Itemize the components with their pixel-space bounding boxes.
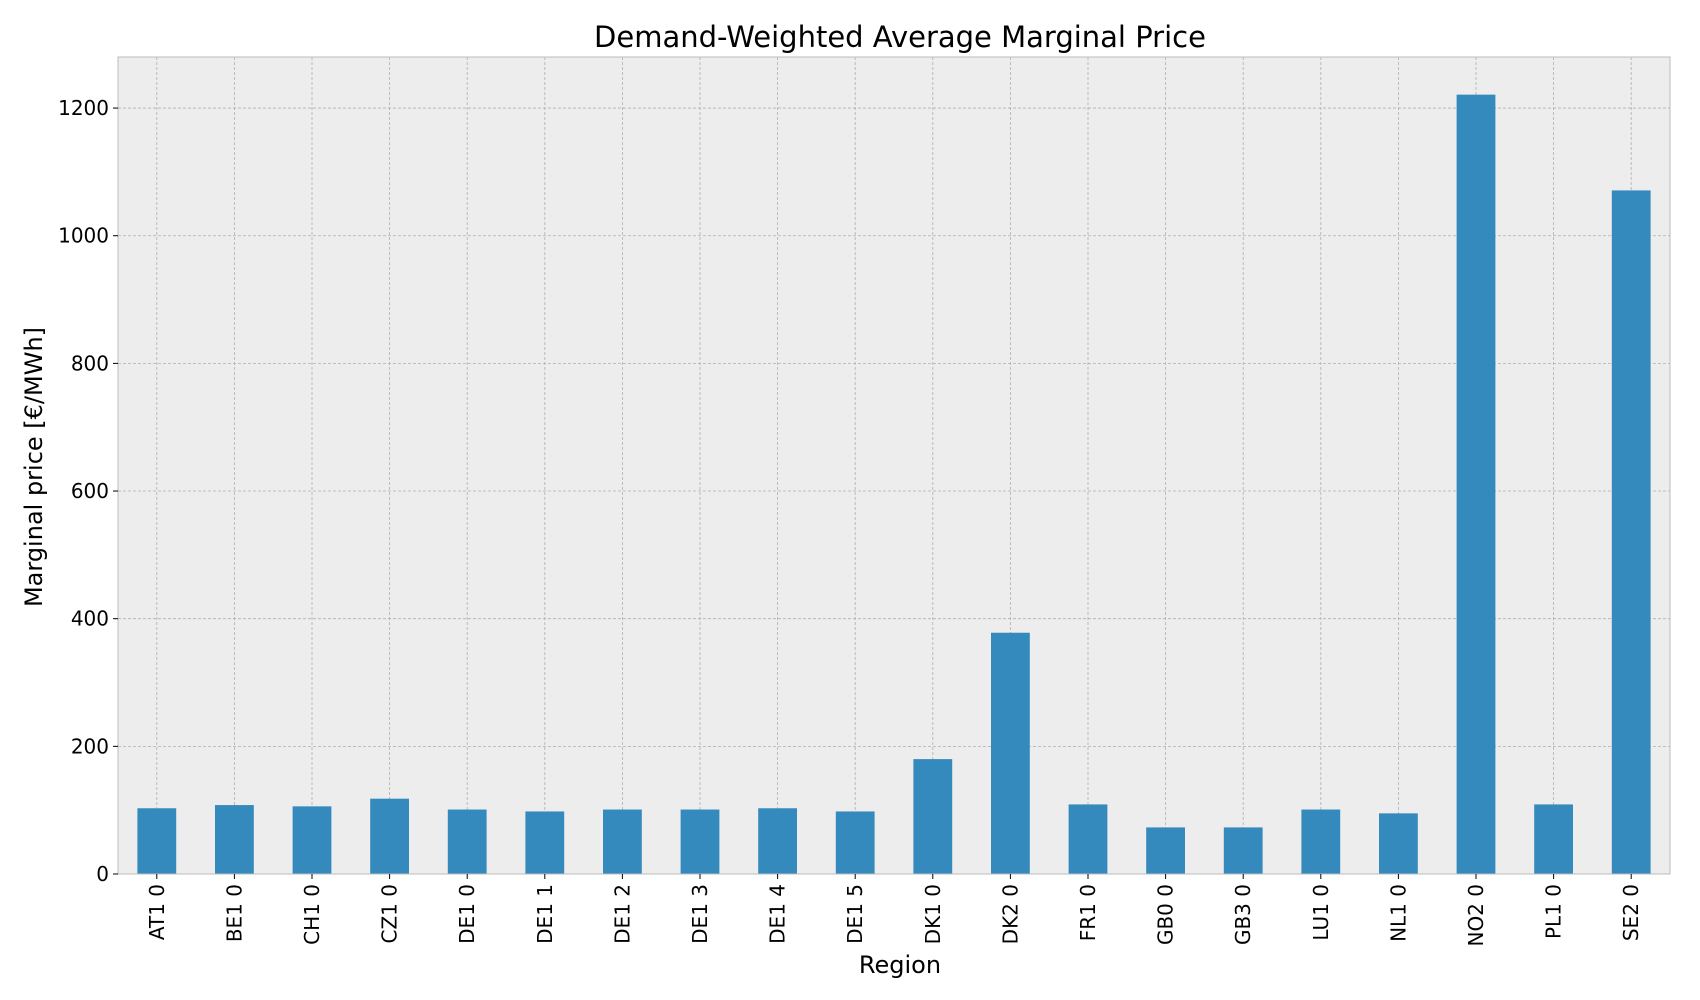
x-tick-label: BE1 0 <box>222 884 246 942</box>
x-tick-label: DE1 1 <box>533 884 557 944</box>
x-tick-label: DE1 0 <box>455 884 479 944</box>
x-tick-label: PL1 0 <box>1542 884 1566 939</box>
bar <box>1223 827 1263 874</box>
x-tick-label: NO2 0 <box>1464 884 1488 947</box>
chart-title: Demand-Weighted Average Marginal Price <box>594 20 1206 54</box>
x-tick-label: DE1 3 <box>688 884 712 944</box>
y-tick-label: 0 <box>96 862 109 886</box>
bar <box>370 798 409 874</box>
x-tick-label: DK2 0 <box>998 884 1022 944</box>
x-tick-label: LU1 0 <box>1309 884 1333 941</box>
y-tick-label: 800 <box>71 351 109 375</box>
bar <box>137 808 177 874</box>
y-tick-label: 200 <box>71 734 109 758</box>
x-tick-label: DK1 0 <box>921 884 945 944</box>
x-tick-label: CZ1 0 <box>378 884 402 943</box>
bar <box>835 811 875 874</box>
y-tick-label: 400 <box>71 607 109 631</box>
x-tick-label: DE1 5 <box>843 884 867 944</box>
x-tick-label: SE2 0 <box>1619 884 1643 941</box>
y-axis-label: Marginal price [€/MWh] <box>20 327 48 607</box>
x-tick-label: DE1 2 <box>610 884 634 944</box>
bars <box>137 94 1651 875</box>
plot-frame <box>117 56 1671 875</box>
y-axis-ticks: 0 200 400 600 800 1000 1200 <box>58 96 118 886</box>
bar <box>447 809 487 874</box>
bar <box>1068 804 1108 874</box>
plot-background <box>118 57 1670 874</box>
bar <box>525 811 565 874</box>
x-tick-label: AT1 0 <box>145 884 169 940</box>
bar <box>603 809 642 874</box>
bar <box>1301 809 1341 874</box>
x-tick-label: GB0 0 <box>1154 884 1178 945</box>
bar <box>1379 813 1418 874</box>
bar <box>758 808 797 874</box>
bar <box>1534 804 1573 874</box>
plot-border <box>117 56 1671 875</box>
bar <box>680 809 720 874</box>
plot-area <box>118 57 1670 874</box>
y-tick-label: 1200 <box>58 96 109 120</box>
x-axis-ticks: AT1 0 BE1 0 CH1 0 CZ1 0 DE1 0 DE1 1 DE1 2 DE1 3… <box>145 874 1643 947</box>
y-tick-label: 600 <box>71 479 109 503</box>
bar <box>1611 190 1651 875</box>
bar <box>991 632 1030 874</box>
x-tick-label: GB3 0 <box>1231 884 1255 945</box>
y-tick-label: 1000 <box>58 224 109 248</box>
bar <box>1456 94 1496 875</box>
bar <box>292 806 332 874</box>
bar <box>1146 827 1185 874</box>
x-tick-label: FR1 0 <box>1076 884 1100 941</box>
bar <box>215 805 254 874</box>
x-tick-label: NL1 0 <box>1386 884 1410 942</box>
x-tick-label: DE1 4 <box>766 884 790 944</box>
bar <box>913 759 953 874</box>
x-tick-label: CH1 0 <box>300 884 324 945</box>
x-axis-label: Region <box>859 951 941 979</box>
